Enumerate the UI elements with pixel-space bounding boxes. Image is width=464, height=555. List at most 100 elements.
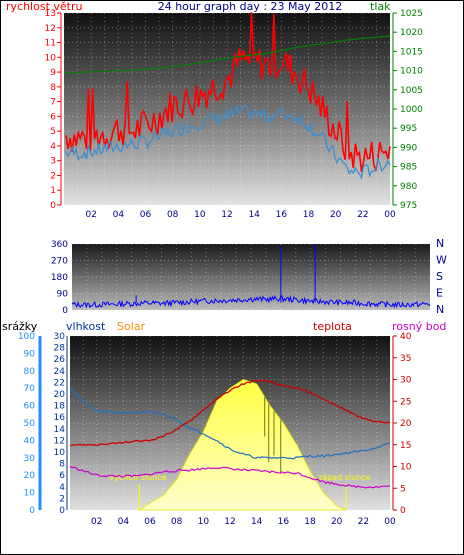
compass-label: W (436, 254, 447, 267)
humidity-tick-label: 18 (54, 402, 66, 412)
temperature-tick-label: 25 (400, 397, 411, 407)
x-tick-label: 04 (118, 517, 130, 527)
x-tick-label: 00 (384, 210, 396, 220)
left-tick-label: 1 (50, 186, 56, 196)
left-tick-label: 10 (45, 53, 57, 63)
compass-label: E (436, 287, 443, 300)
temperature-humidity-panel: východ slunce západ slunce010203040506070… (18, 332, 412, 527)
right-tick-label: 1020 (400, 28, 423, 38)
direction-series (71, 295, 431, 309)
left-tick-label: 4 (50, 142, 56, 152)
right-tick-label: 995 (400, 124, 417, 134)
rain-tick-label: 50 (24, 419, 36, 429)
rain-tick-label: 60 (24, 402, 36, 412)
left-tick-label: 0 (62, 306, 68, 316)
x-tick-label: 14 (251, 517, 263, 527)
rain-tick-label: 90 (24, 349, 36, 359)
left-axis-title: rychlost větru (6, 0, 82, 13)
left-tick-label: 9 (50, 68, 56, 78)
humidity-tick-label: 0 (59, 506, 65, 516)
rain-tick-label: 0 (29, 506, 35, 516)
sunset-label: západ slunce (318, 473, 371, 482)
rain-tick-label: 20 (24, 471, 36, 481)
temperature-tick-label: 40 (400, 332, 412, 342)
chart-title: 24 hour graph day : 23 May 2012 (158, 0, 343, 13)
humidity-tick-label: 30 (54, 332, 66, 342)
right-tick-label: 975 (400, 201, 417, 211)
x-tick-label: 04 (113, 210, 125, 220)
humidity-tick-label: 16 (54, 413, 66, 423)
humidity-tick-label: 8 (59, 460, 65, 470)
temperature-tick-label: 35 (400, 354, 411, 364)
right-tick-label: 1005 (400, 86, 423, 96)
chart-labels: rychlost větru 24 hour graph day : 23 May… (2, 0, 446, 333)
sunrise-label: východ slunce (109, 473, 166, 482)
compass-label: S (436, 270, 443, 283)
rain-label: srážky (2, 320, 38, 333)
rain-tick-label: 10 (24, 489, 36, 499)
grid (64, 12, 390, 206)
right-tick-label: 990 (400, 143, 417, 153)
x-tick-label: 18 (304, 517, 316, 527)
x-tick-label: 02 (85, 210, 96, 220)
x-tick-label: 12 (224, 517, 235, 527)
humidity-tick-label: 12 (54, 436, 65, 446)
humidity-tick-label: 20 (54, 390, 66, 400)
humidity-tick-label: 2 (59, 494, 65, 504)
left-tick-label: 12 (45, 24, 56, 34)
left-tick-label: 13 (45, 9, 56, 19)
left-tick-label: 5 (50, 127, 56, 137)
right-tick-label: 1000 (400, 105, 423, 115)
temperature-tick-label: 5 (400, 484, 406, 494)
humidity-tick-label: 14 (54, 425, 66, 435)
right-axis-title: tlak (370, 0, 391, 13)
left-tick-label: 8 (50, 83, 56, 93)
temperature-tick-label: 15 (400, 441, 411, 451)
x-tick-label: 08 (171, 517, 183, 527)
temperature-tick-label: 10 (400, 463, 412, 473)
x-tick-label: 06 (140, 210, 152, 220)
solar-label: Solar (117, 320, 146, 333)
pressure-series (63, 35, 391, 74)
x-tick-label: 02 (91, 517, 102, 527)
left-tick-label: 180 (51, 273, 68, 283)
humidity-tick-label: 24 (54, 367, 66, 377)
x-tick-label: 22 (358, 517, 369, 527)
left-tick-label: 2 (50, 171, 56, 181)
right-tick-label: 1010 (400, 67, 423, 77)
rain-tick-label: 40 (24, 436, 36, 446)
left-tick-label: 6 (50, 112, 56, 122)
left-tick-label: 11 (45, 39, 56, 49)
temperature-tick-label: 0 (400, 506, 406, 516)
x-tick-label: 14 (248, 210, 260, 220)
x-tick-label: 16 (278, 517, 290, 527)
humidity-tick-label: 10 (54, 448, 66, 458)
x-tick-label: 18 (303, 210, 315, 220)
rain-tick-label: 100 (18, 332, 35, 342)
left-tick-label: 7 (50, 98, 56, 108)
right-tick-label: 985 (400, 163, 417, 173)
humidity-tick-label: 22 (54, 378, 65, 388)
humidity-tick-label: 26 (54, 355, 66, 365)
gust-series (65, 12, 391, 173)
left-tick-label: 360 (51, 240, 68, 250)
wind-series (65, 104, 391, 180)
humidity-label: vlhkost (66, 320, 106, 333)
compass-label: N (436, 303, 444, 316)
temperature-tick-label: 20 (400, 419, 412, 429)
temperature-series (69, 379, 391, 447)
humidity-tick-label: 4 (59, 483, 65, 493)
rain-tick-label: 80 (24, 367, 36, 377)
right-tick-label: 1015 (400, 47, 423, 57)
x-tick-label: 20 (331, 517, 343, 527)
x-tick-label: 12 (221, 210, 232, 220)
solar-area (137, 379, 347, 511)
x-tick-label: 22 (357, 210, 368, 220)
temperature-label: teplota (313, 320, 352, 333)
left-tick-label: 90 (57, 290, 69, 300)
x-tick-label: 06 (144, 517, 156, 527)
wind-pressure-panel: 0123456789101112139759809859909951000100… (45, 9, 424, 220)
